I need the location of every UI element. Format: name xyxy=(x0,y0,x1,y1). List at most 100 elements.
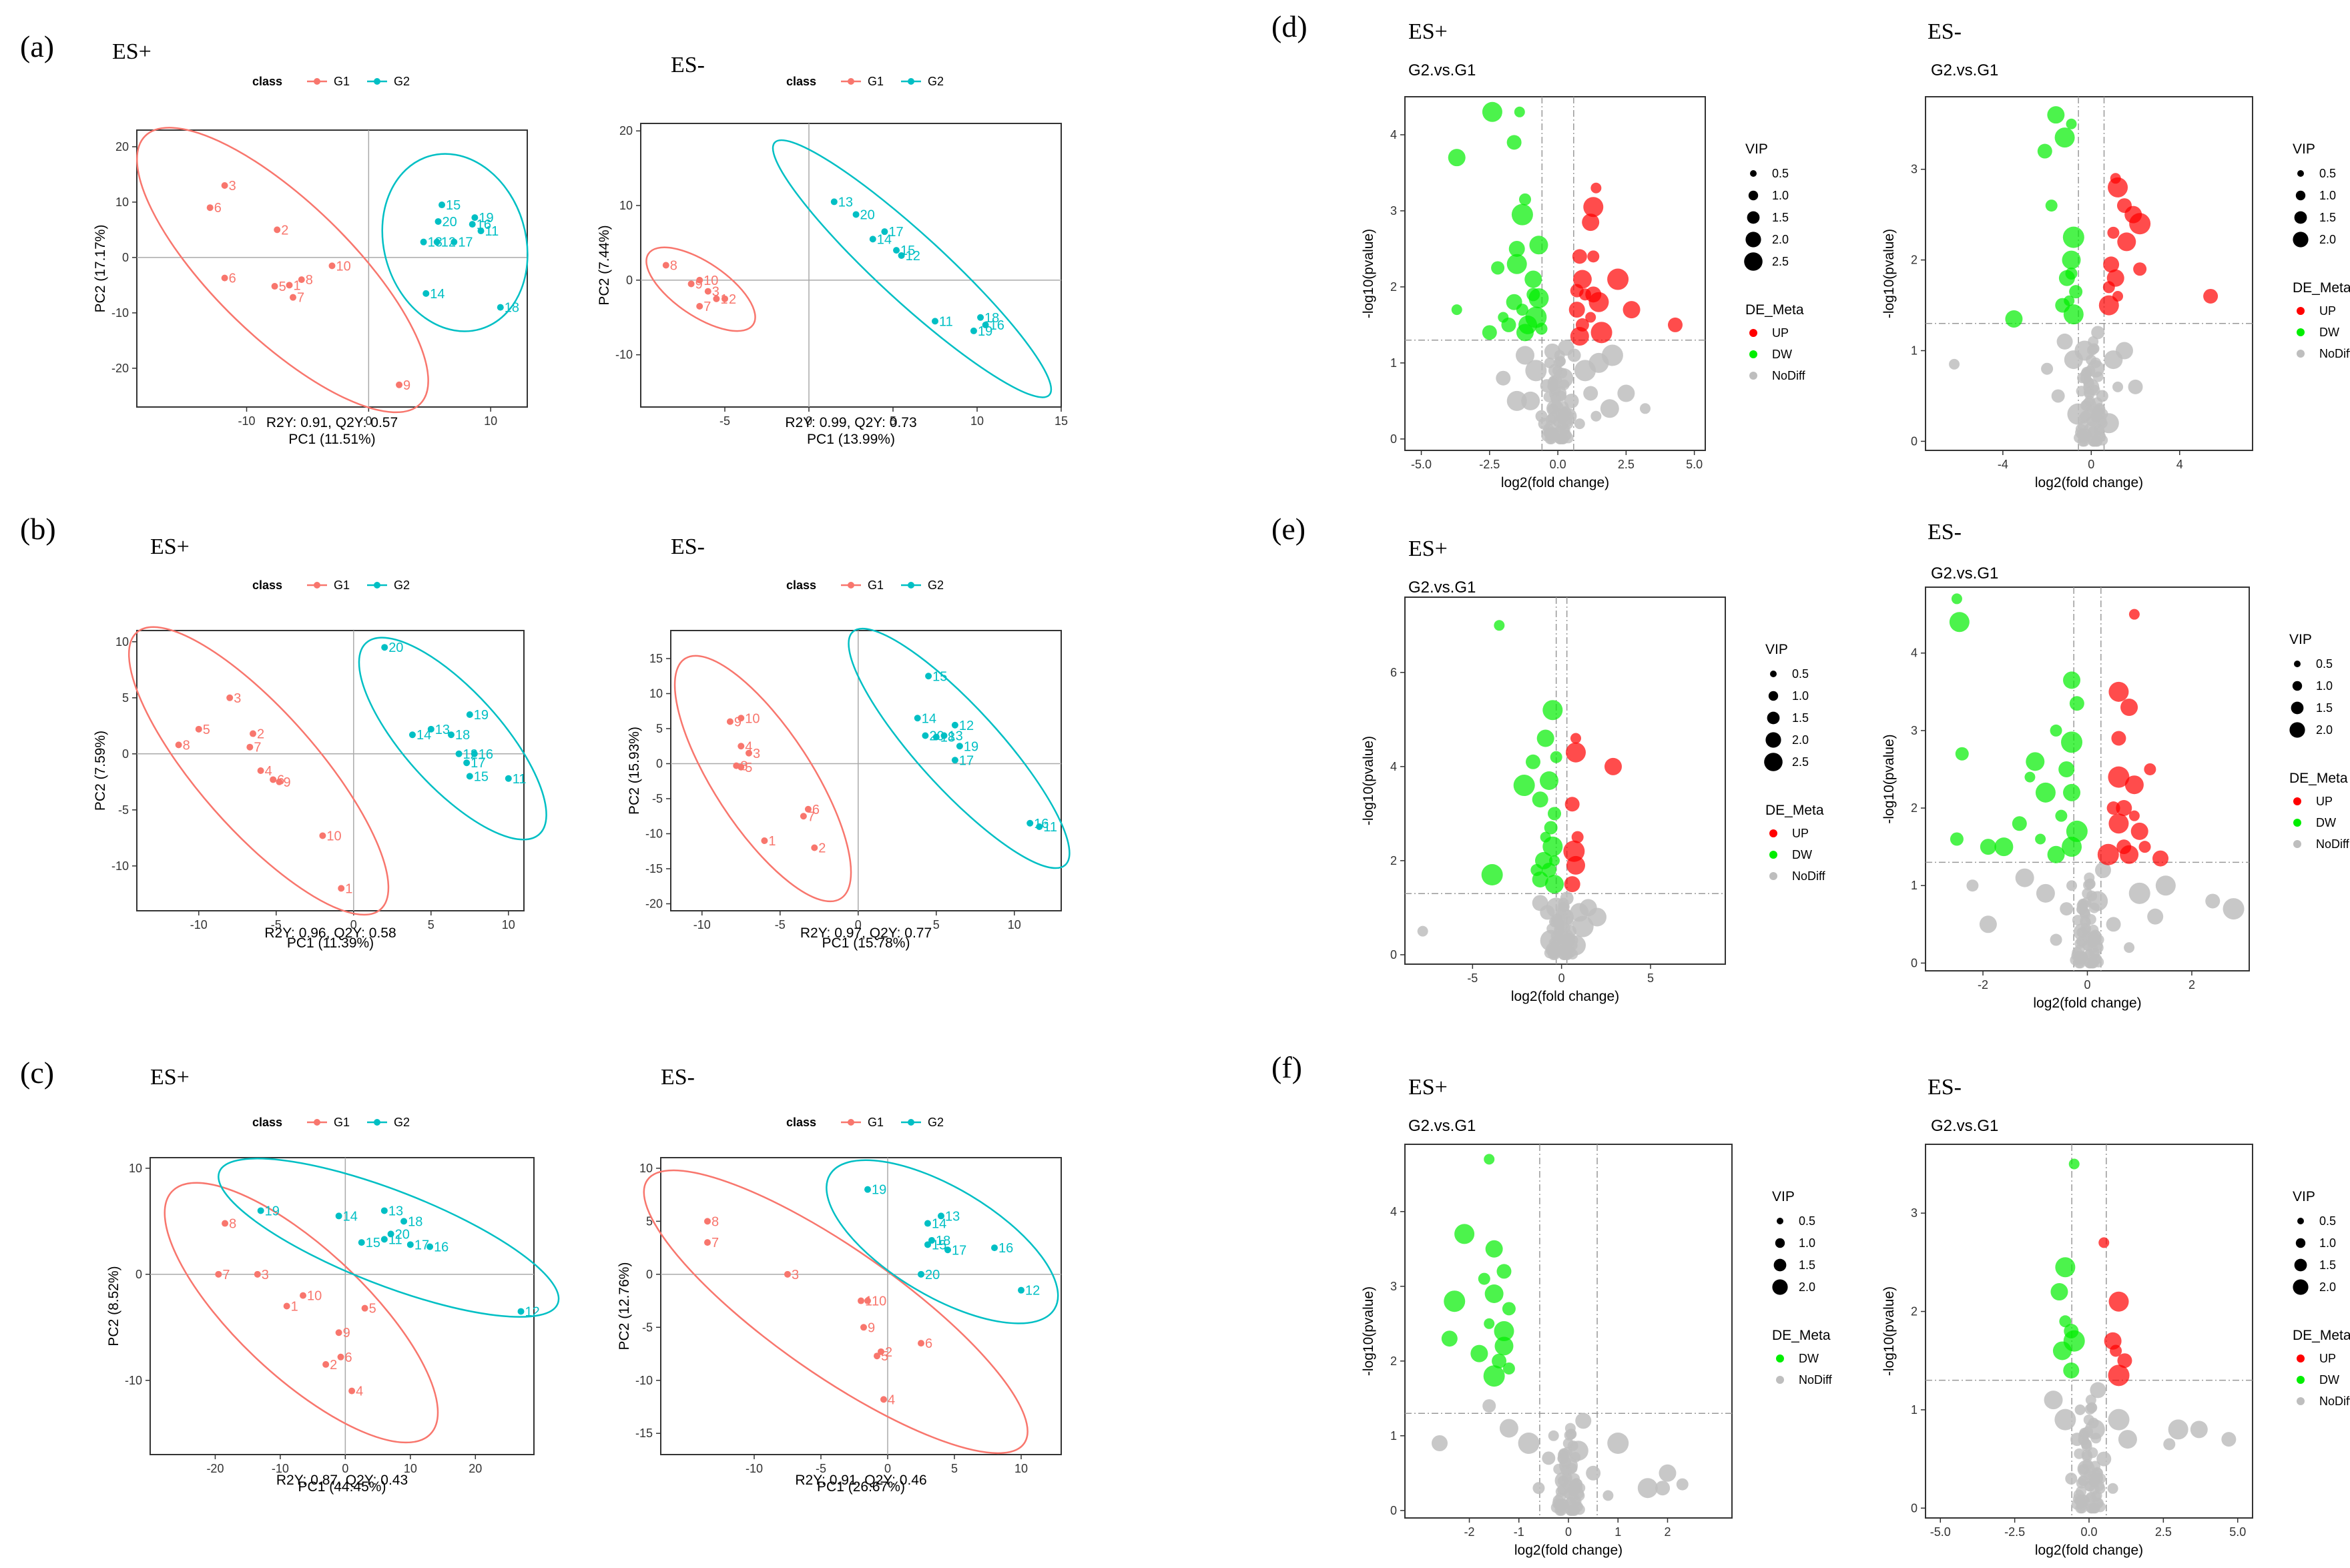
x-tick-label: 5 xyxy=(428,918,434,931)
y-tick-label: 2 xyxy=(1390,854,1397,867)
y-tick-label: 20 xyxy=(115,140,129,153)
x-tick-label: -10 xyxy=(693,918,711,931)
up-point xyxy=(1566,855,1585,875)
up-point xyxy=(1585,286,1602,303)
g2-point xyxy=(387,1230,394,1238)
g2-point-label: 19 xyxy=(474,708,489,723)
g2-point-label: 16 xyxy=(990,318,1004,333)
legend-g1-label: G1 xyxy=(868,75,884,88)
up-point xyxy=(2111,731,2126,746)
x-tick-label: -10 xyxy=(272,1462,289,1475)
up-point xyxy=(2097,843,2119,865)
g1-point-label: 7 xyxy=(703,300,711,314)
nodiff-point xyxy=(1979,915,1997,933)
dw-point xyxy=(1536,729,1554,747)
g1-point-label: 3 xyxy=(262,1268,269,1282)
g1-point xyxy=(283,1302,290,1310)
g2-point xyxy=(455,750,463,757)
nodiff-point xyxy=(1572,915,1594,937)
de-legend-dot xyxy=(2293,819,2301,827)
g1-point-label: 1 xyxy=(768,834,776,849)
x-tick-label: -5 xyxy=(271,918,282,931)
de-legend-dot xyxy=(1749,350,1757,358)
dw-point xyxy=(1994,837,2014,857)
y-tick-label: 0 xyxy=(1390,948,1397,961)
g2-point-label: 12 xyxy=(525,1304,540,1319)
nodiff-point xyxy=(2115,342,2133,360)
model-stats: R2Y: 0.97, Q2Y: 0.77 xyxy=(800,925,932,941)
g2-point xyxy=(830,198,838,206)
up-point xyxy=(2108,681,2129,702)
vip-legend-dot xyxy=(2295,1238,2306,1248)
dw-point xyxy=(1549,855,1560,866)
g2-point-label: 18 xyxy=(408,1214,422,1229)
dw-point xyxy=(1481,864,1503,886)
g1-point-label: 8 xyxy=(711,1214,719,1229)
nodiff-cloud-point xyxy=(2088,1473,2100,1485)
g1-point xyxy=(687,280,695,288)
g2-point-label: 18 xyxy=(505,301,519,316)
g2-point xyxy=(438,202,446,209)
nodiff-point xyxy=(2083,378,2100,395)
de-legend-label: NoDiff xyxy=(2319,1395,2350,1408)
y-tick-label: 0 xyxy=(656,757,663,771)
legend-g2-swatch xyxy=(908,1119,914,1126)
dw-point xyxy=(1514,106,1525,117)
x-tick-label: -5 xyxy=(1467,971,1478,985)
g2-point-label: 13 xyxy=(945,1209,960,1224)
g2-point xyxy=(466,711,473,718)
x-tick-label: 0.0 xyxy=(1550,458,1566,471)
g2-point xyxy=(257,1207,264,1214)
g1-point-label: 7 xyxy=(222,1268,230,1282)
x-tick-label: 10 xyxy=(1008,918,1021,931)
legend-g1-label: G1 xyxy=(868,1116,884,1129)
nodiff-point xyxy=(2084,1419,2105,1440)
g2-point xyxy=(335,1212,342,1220)
up-point xyxy=(1623,301,1641,319)
model-stats: R2Y: 0.96, Q2Y: 0.58 xyxy=(264,925,396,941)
nodiff-point xyxy=(1607,1433,1629,1454)
vip-legend-dot xyxy=(1777,1218,1783,1224)
nodiff-point xyxy=(1532,1482,1545,1495)
g2-point xyxy=(898,252,905,259)
x-tick-label: 10 xyxy=(970,414,984,428)
g1-point xyxy=(704,1239,711,1246)
legend-title: class xyxy=(252,75,282,88)
vip-legend-title: VIP xyxy=(2293,141,2315,157)
up-point xyxy=(2106,801,2120,815)
g2-point-label: 20 xyxy=(395,1227,410,1242)
de-legend-label: UP xyxy=(1772,326,1789,340)
dw-point xyxy=(1451,304,1462,316)
up-point xyxy=(2117,1353,2132,1368)
y-tick-label: 2 xyxy=(1390,280,1397,294)
y-axis-label: PC2 (12.76%) xyxy=(617,1262,632,1350)
ion-mode-label: ES+ xyxy=(1408,19,1448,44)
x-tick-label: -5.0 xyxy=(1930,1525,1951,1539)
y-tick-label: 10 xyxy=(619,199,633,212)
vip-legend-title: VIP xyxy=(1772,1189,1795,1204)
y-tick-label: 3 xyxy=(1390,204,1397,218)
g1-point-label: 3 xyxy=(753,747,760,761)
nodiff-point xyxy=(2128,882,2150,904)
y-axis-label: -log10(pvalue) xyxy=(1361,229,1376,318)
g1-point-label: 6 xyxy=(229,272,236,286)
dw-point xyxy=(1501,317,1516,332)
y-axis-label: PC2 (17.17%) xyxy=(93,225,108,313)
dw-point xyxy=(2069,696,2084,711)
de-legend-dot xyxy=(2297,1376,2305,1384)
up-point xyxy=(1590,182,1602,193)
g1-point-label: 9 xyxy=(343,1326,350,1340)
x-tick-label: 0 xyxy=(350,918,357,931)
g1-point-label: 7 xyxy=(711,1236,719,1250)
up-point xyxy=(2108,1291,2129,1312)
g1-point-label: 1 xyxy=(291,1300,298,1314)
g2-point-label: 16 xyxy=(998,1241,1013,1256)
chart-6: -5.0 -2.5 0.0 2.5 5.0 0 1 2 3 4 log2(fold change) -… xyxy=(1361,19,1806,490)
plot-frame xyxy=(640,123,1062,408)
g2-point-label: 12 xyxy=(959,719,974,733)
g2-point-label: 19 xyxy=(978,324,992,339)
panel-label-e: (e) xyxy=(1271,512,1305,546)
x-tick-label: 0 xyxy=(1558,971,1565,985)
g1-point-label: 5 xyxy=(745,761,752,775)
y-tick-label: -15 xyxy=(645,862,663,875)
